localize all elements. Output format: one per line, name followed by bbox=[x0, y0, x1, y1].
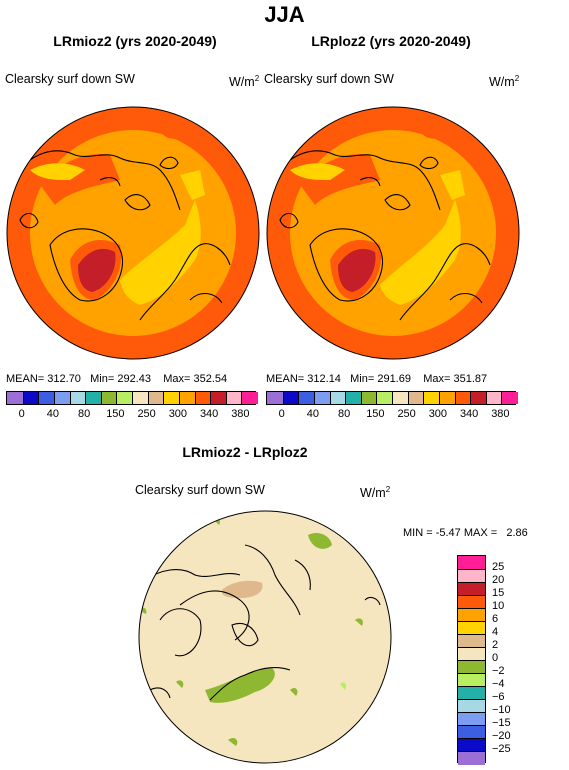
colorbar-swatch bbox=[147, 392, 165, 404]
colorbar-swatch bbox=[7, 392, 23, 404]
colorbar-tick-label: −4 bbox=[492, 678, 505, 690]
colorbar-tick-label: 380 bbox=[231, 408, 250, 420]
panel-1-stats: MEAN= 312.70 Min= 292.43 Max= 352.54 bbox=[6, 373, 228, 385]
colorbar-swatch bbox=[210, 392, 227, 404]
colorbar-tick-label: 80 bbox=[338, 408, 351, 420]
colorbar-swatch bbox=[458, 660, 485, 674]
colorbar-swatch bbox=[69, 392, 87, 404]
colorbar-swatch bbox=[458, 738, 485, 752]
colorbar-tick-label: 300 bbox=[428, 408, 448, 420]
colorbar-swatch bbox=[225, 392, 243, 404]
colorbar-tick-label: 300 bbox=[168, 408, 188, 420]
colorbar-swatch bbox=[116, 392, 133, 404]
colorbar-tick-label: 250 bbox=[397, 408, 416, 420]
colorbar-swatch bbox=[392, 392, 409, 404]
colorbar-swatch bbox=[163, 392, 180, 404]
colorbar-swatch bbox=[454, 392, 472, 404]
colorbar-swatch bbox=[458, 634, 485, 648]
panel-1-field-label: Clearsky surf down SW bbox=[5, 72, 135, 86]
colorbar-swatch bbox=[470, 392, 487, 404]
colorbar-tick-label: 10 bbox=[492, 600, 505, 612]
panel-2-colorbar bbox=[266, 391, 518, 405]
colorbar-tick-label: 6 bbox=[492, 613, 499, 625]
panel-1-title: LRmioz2 (yrs 2020-2049) bbox=[53, 33, 217, 49]
colorbar-tick-label: 150 bbox=[366, 408, 385, 420]
panel-2-stats: MEAN= 312.14 Min= 291.69 Max= 351.87 bbox=[266, 373, 488, 385]
colorbar-tick-label: 4 bbox=[492, 626, 499, 638]
colorbar-tick-label: 0 bbox=[492, 652, 499, 664]
colorbar-swatch bbox=[458, 569, 485, 583]
colorbar-tick-label: 250 bbox=[137, 408, 156, 420]
panel-2-field-label: Clearsky surf down SW bbox=[264, 72, 394, 86]
colorbar-swatch bbox=[267, 392, 283, 404]
main-title: JJA bbox=[264, 2, 305, 27]
colorbar-swatch bbox=[85, 392, 102, 404]
colorbar-swatch bbox=[376, 392, 393, 404]
colorbar-swatch bbox=[407, 392, 425, 404]
colorbar-swatch bbox=[345, 392, 362, 404]
colorbar-tick-label: 80 bbox=[78, 408, 91, 420]
colorbar-tick-label: −25 bbox=[492, 743, 511, 755]
colorbar-tick-label: 40 bbox=[46, 408, 59, 420]
colorbar-tick-label: −6 bbox=[492, 691, 505, 703]
colorbar-swatch bbox=[423, 392, 440, 404]
colorbar-swatch bbox=[53, 392, 71, 404]
colorbar-tick-label: −20 bbox=[492, 730, 511, 742]
colorbar-tick-label: 0 bbox=[18, 408, 25, 420]
diff-field-label: Clearsky surf down SW bbox=[135, 483, 265, 497]
colorbar-swatch bbox=[178, 392, 196, 404]
colorbar-swatch bbox=[501, 392, 518, 404]
colorbar-tick-label: 340 bbox=[199, 408, 219, 420]
panel-2-title: LRploz2 (yrs 2020-2049) bbox=[311, 33, 471, 49]
colorbar-swatch bbox=[132, 392, 149, 404]
colorbar-tick-label: 40 bbox=[306, 408, 319, 420]
colorbar-swatch bbox=[438, 392, 456, 404]
diff-units: W/m2 bbox=[360, 485, 391, 501]
colorbar-tick-label: 150 bbox=[106, 408, 125, 420]
colorbar-swatch bbox=[458, 608, 485, 622]
colorbar-tick-label: −10 bbox=[492, 704, 511, 716]
colorbar-swatch bbox=[458, 556, 485, 569]
colorbar-tick-label: 340 bbox=[459, 408, 479, 420]
colorbar-tick-label: 25 bbox=[492, 561, 505, 573]
colorbar-swatch bbox=[22, 392, 40, 404]
colorbar-tick-label: 380 bbox=[491, 408, 510, 420]
colorbar-tick-label: −15 bbox=[492, 717, 511, 729]
colorbar-swatch bbox=[38, 392, 55, 404]
diff-title: LRmioz2 - LRploz2 bbox=[182, 444, 308, 460]
colorbar-swatch bbox=[458, 582, 485, 596]
panel-1-units: W/m2 bbox=[229, 74, 260, 90]
panel-2-units: W/m2 bbox=[489, 74, 520, 90]
colorbar-tick-label: 15 bbox=[492, 587, 505, 599]
colorbar-swatch bbox=[194, 392, 212, 404]
colorbar-swatch bbox=[458, 686, 485, 700]
colorbar-tick-label: 20 bbox=[492, 574, 505, 586]
colorbar-swatch bbox=[458, 712, 485, 726]
colorbar-swatch bbox=[458, 699, 485, 713]
colorbar-tick-label: 0 bbox=[278, 408, 285, 420]
colorbar-swatch bbox=[458, 751, 485, 765]
colorbar-swatch bbox=[458, 647, 485, 661]
colorbar-tick-label: 2 bbox=[492, 639, 499, 651]
colorbar-swatch bbox=[485, 392, 503, 404]
colorbar-swatch bbox=[282, 392, 300, 404]
colorbar-swatch bbox=[360, 392, 378, 404]
colorbar-swatch bbox=[298, 392, 315, 404]
colorbar-swatch bbox=[329, 392, 347, 404]
panel-1-colorbar bbox=[6, 391, 258, 405]
colorbar-swatch bbox=[458, 595, 485, 609]
colorbar-swatch bbox=[458, 725, 485, 739]
colorbar-swatch bbox=[458, 673, 485, 687]
colorbar-swatch bbox=[313, 392, 331, 404]
colorbar-swatch bbox=[241, 392, 258, 404]
colorbar-swatch bbox=[100, 392, 118, 404]
diff-min-max: MIN = -5.47 MAX = 2.86 bbox=[403, 527, 528, 539]
colorbar-swatch bbox=[458, 621, 485, 635]
diff-colorbar bbox=[457, 555, 486, 765]
colorbar-tick-label: −2 bbox=[492, 665, 505, 677]
